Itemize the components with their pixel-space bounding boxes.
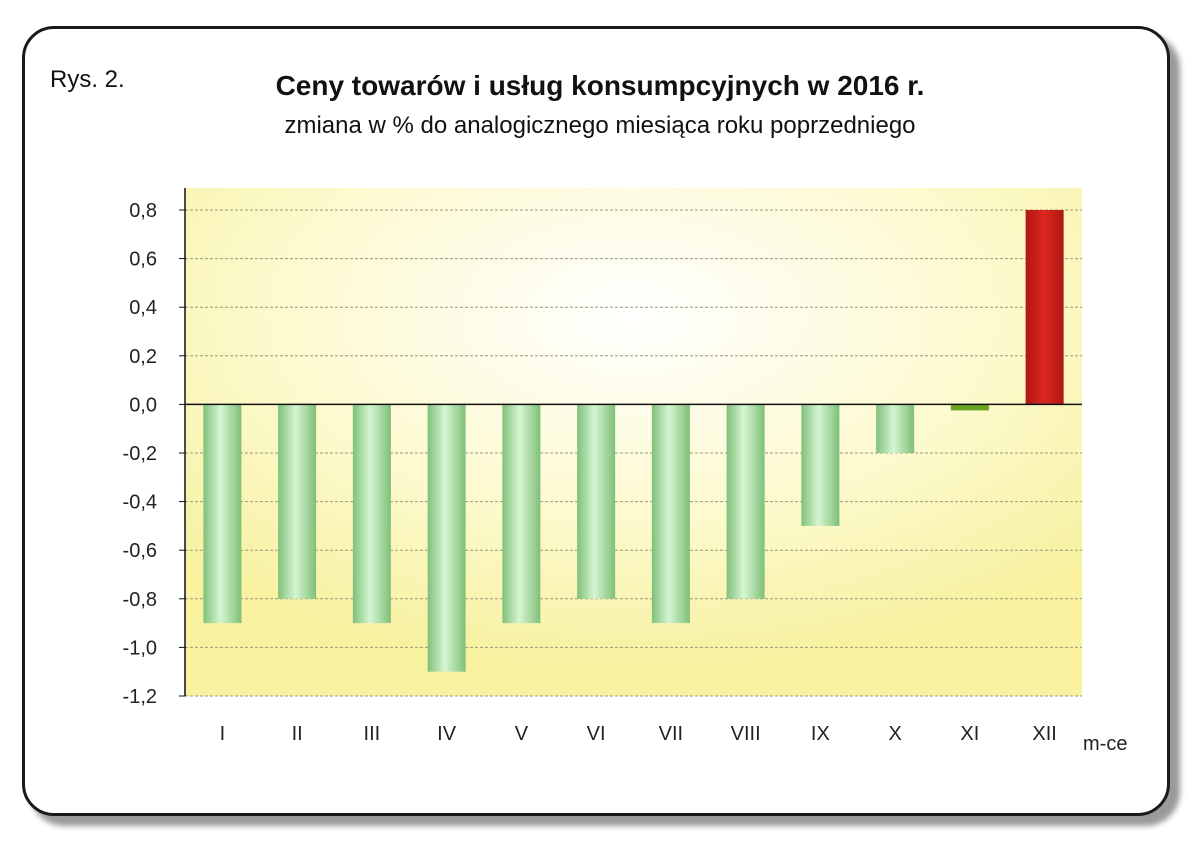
y-tick-label: -1,2	[123, 686, 157, 708]
figure-label: Rys. 2.	[50, 66, 125, 93]
x-tick-label: V	[515, 723, 529, 745]
bar-XI	[950, 404, 989, 411]
bar-VI	[577, 404, 616, 599]
gridlines	[185, 209, 1082, 697]
y-tick-label: -0,8	[123, 589, 157, 611]
x-tick-label: IX	[811, 723, 830, 745]
bar-XII	[1025, 210, 1064, 405]
plot-area	[185, 188, 1082, 696]
bar-VIII	[726, 404, 765, 599]
x-axis-label: m-ce	[1083, 733, 1127, 755]
x-tick-label: X	[888, 723, 901, 745]
y-tick-label: 0,8	[129, 200, 157, 222]
x-tick-label: VI	[587, 723, 606, 745]
x-tick-label: VIII	[731, 723, 761, 745]
y-tick-label: -0,2	[123, 443, 157, 465]
x-tick-label: IV	[437, 723, 457, 745]
bar-I	[203, 404, 242, 624]
bar-III	[352, 404, 391, 624]
x-tick-label: VII	[659, 723, 683, 745]
chart-title: Ceny towarów i usług konsumpcyjnych w 20…	[275, 70, 925, 101]
y-tick-label: 0,0	[129, 394, 157, 416]
y-tick-label: -0,6	[123, 540, 157, 562]
x-tick-label: III	[364, 723, 381, 745]
x-tick-label: XI	[960, 723, 979, 745]
y-tick-label: 0,2	[129, 346, 157, 368]
bar-II	[278, 404, 317, 599]
bars	[203, 210, 1064, 672]
x-tick-labels: I II III IV V VI VII VIII IX X XI XII	[220, 723, 1057, 745]
x-tick-label: II	[292, 723, 303, 745]
y-tick-label: 0,6	[129, 249, 157, 271]
bar-V	[502, 404, 541, 624]
y-tick-label: -0,4	[123, 492, 157, 514]
axes	[179, 188, 1082, 697]
x-tick-label: XII	[1032, 723, 1056, 745]
y-tick-labels: 0,8 0,6 0,4 0,2 0,0 -0,2 -0,4 -0,6 -0,8 -1,0 -1,2	[123, 200, 157, 708]
bar-IX	[801, 404, 840, 526]
x-tick-label: I	[220, 723, 226, 745]
chart-subtitle: zmiana w % do analogicznego miesiąca rok…	[284, 112, 916, 139]
bar-X	[876, 404, 915, 453]
y-tick-label: -1,0	[123, 637, 157, 659]
bar-VII	[651, 404, 690, 624]
y-tick-label: 0,4	[129, 297, 157, 319]
bar-IV	[427, 404, 466, 672]
